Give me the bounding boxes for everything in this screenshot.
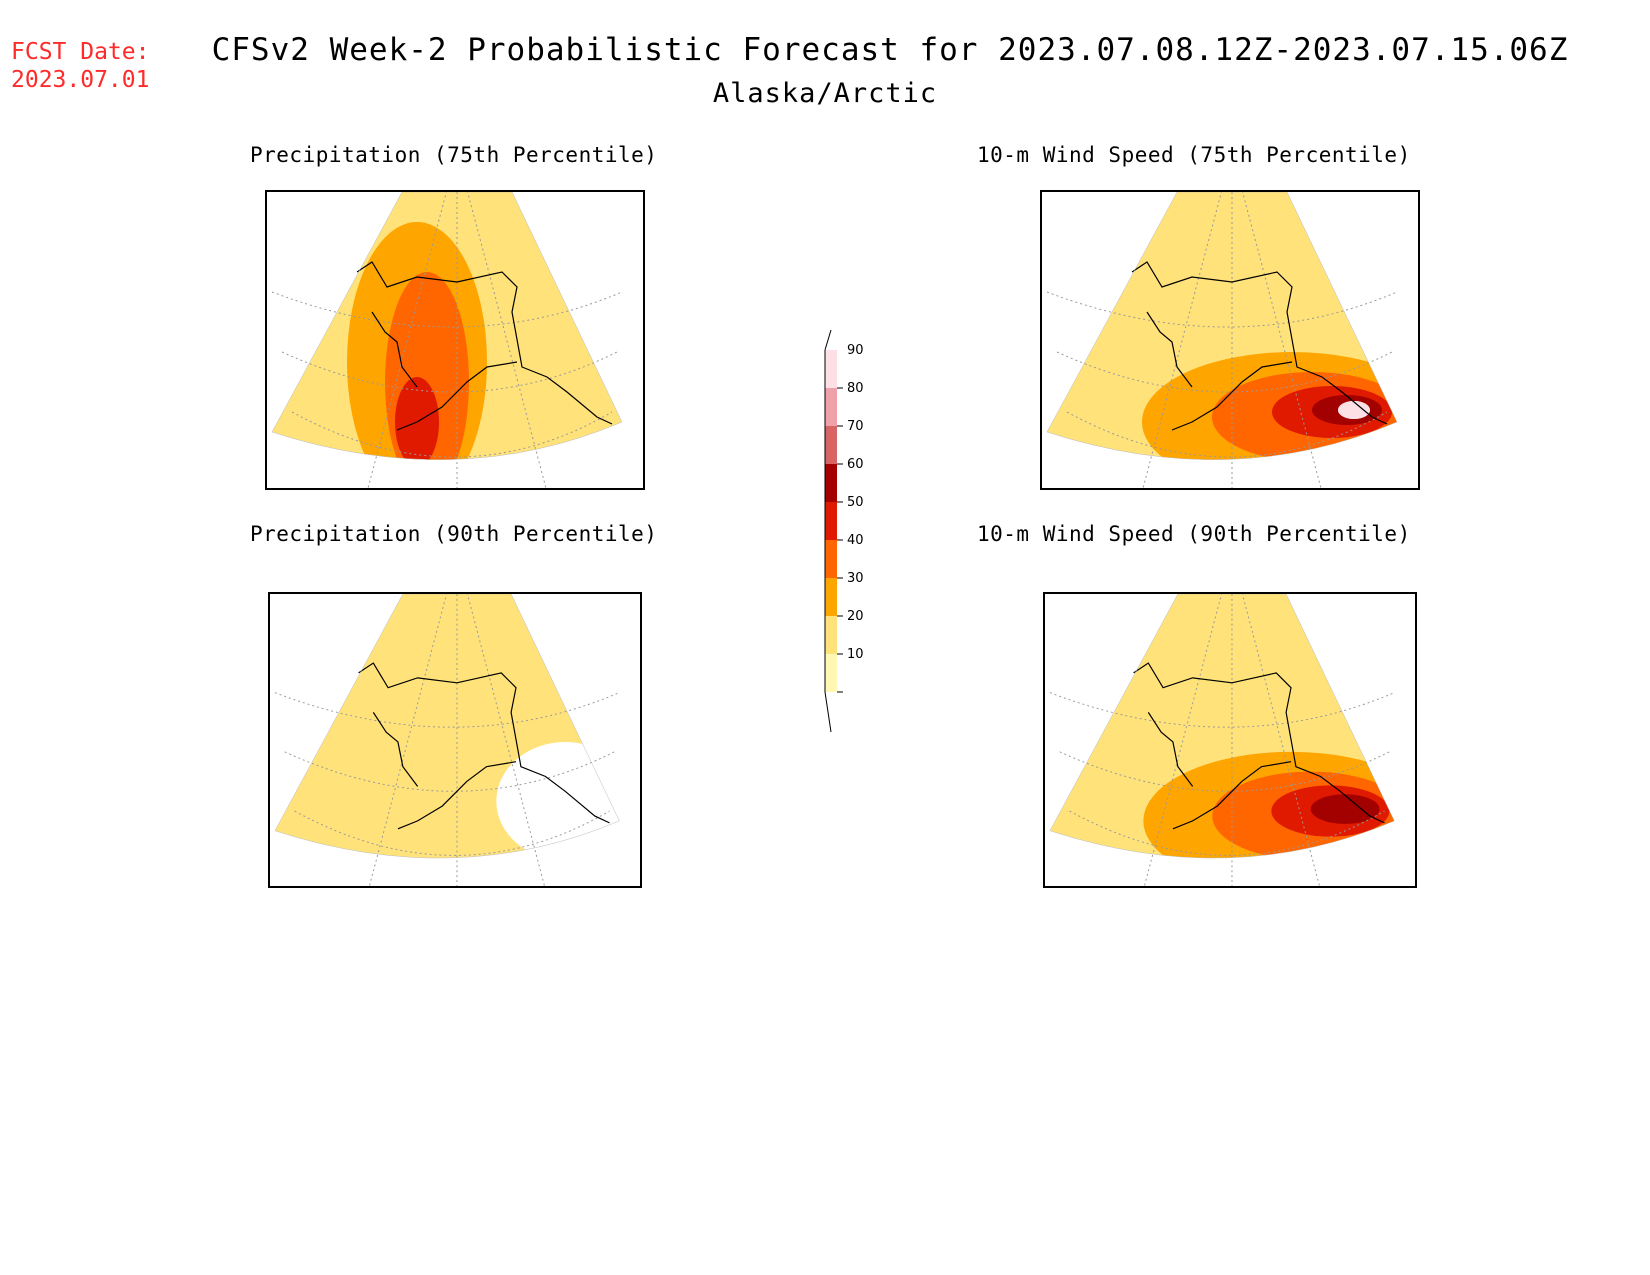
colorbar-label-70: 70 (847, 419, 864, 434)
graticule (1046, 192, 1398, 488)
colorbar: 90 80 70 60 50 40 30 20 10 (815, 329, 875, 754)
graticule-lon-line (1241, 594, 1320, 886)
domain-outline (274, 594, 620, 859)
graticule-lon-line (466, 594, 545, 886)
graticule-lat-line (281, 351, 618, 393)
colorbar-swatch-10 (825, 654, 837, 692)
panel-title-wind-90: 10-m Wind Speed (90th Percentile) (977, 522, 1411, 546)
domain-outline (271, 192, 623, 460)
map-precip-90-canvas (274, 594, 620, 886)
graticule-lat-line (271, 291, 623, 328)
colorbar-top-tip (824, 329, 832, 351)
page-subtitle: Alaska/Arctic (712, 78, 938, 109)
graticule-lon-line (1143, 594, 1223, 886)
panel-title-precip-90: Precipitation (90th Percentile) (250, 522, 658, 546)
field-level-90 (1338, 401, 1370, 419)
map-wind-90 (1043, 592, 1417, 888)
graticule-lat-line (1066, 411, 1388, 458)
coastline (358, 662, 610, 830)
graticule-lat-line (284, 751, 615, 792)
map-wind-75 (1040, 190, 1420, 490)
map-precip-90 (268, 592, 642, 888)
graticule-lat-line (1049, 692, 1395, 728)
map-wind-90-canvas (1049, 594, 1395, 886)
colorbar-label-20: 20 (847, 609, 864, 624)
graticule-lon-line (467, 192, 547, 488)
colorbar-label-50: 50 (847, 495, 864, 510)
colorbar-outline (824, 350, 832, 733)
colorbar-swatch-20 (825, 616, 837, 654)
graticule-lat-line (1056, 351, 1393, 393)
panel-title-precip-75: Precipitation (75th Percentile) (250, 143, 658, 167)
domain-outline (1046, 192, 1398, 460)
shaded-field (272, 192, 622, 460)
field-below-10 (496, 741, 620, 859)
domain-outline (1049, 594, 1395, 859)
graticule-lat-line (294, 810, 610, 856)
graticule-lon-line (1142, 192, 1222, 488)
page-title: CFSv2 Week-2 Probabilistic Forecast for … (211, 32, 1569, 68)
graticule-lat-line (1046, 291, 1398, 328)
shaded-field (1047, 192, 1397, 460)
forecast-date-value: 2023.07.01 (11, 67, 150, 93)
graticule-lat-line (1069, 810, 1385, 856)
graticule-lat-line (274, 692, 620, 728)
field-level-60 (1310, 794, 1380, 824)
colorbar-label-90: 90 (847, 343, 864, 358)
coastline (1133, 662, 1385, 830)
graticule-lat-line (291, 411, 613, 458)
colorbar-swatch-70 (825, 426, 837, 464)
colorbar-svg: 90 80 70 60 50 40 30 20 10 (824, 329, 864, 733)
colorbar-label-80: 80 (847, 381, 864, 396)
colorbar-swatch-90 (825, 350, 837, 388)
colorbar-label-10: 10 (847, 647, 864, 662)
map-precip-75 (265, 190, 645, 490)
colorbar-swatch-40 (825, 540, 837, 578)
coastline (356, 261, 613, 431)
panel-title-wind-75: 10-m Wind Speed (75th Percentile) (977, 143, 1411, 167)
graticule-lat-line (1059, 751, 1390, 792)
colorbar-swatch-50 (825, 502, 837, 540)
colorbar-swatch-30 (825, 578, 837, 616)
graticule (271, 192, 623, 488)
map-wind-75-canvas (1046, 192, 1398, 488)
coastline (1131, 261, 1388, 431)
graticule-lon-line (367, 192, 447, 488)
forecast-date-label: FCST Date: (11, 39, 150, 65)
colorbar-swatch-60 (825, 464, 837, 502)
colorbar-label-30: 30 (847, 571, 864, 586)
colorbar-swatch-80 (825, 388, 837, 426)
graticule-lon-line (1242, 192, 1322, 488)
graticule-lon-line (368, 594, 448, 886)
colorbar-label-60: 60 (847, 457, 864, 472)
map-precip-75-canvas (271, 192, 623, 488)
colorbar-label-40: 40 (847, 533, 864, 548)
forecast-date-block: FCST Date: 2023.07.01 (11, 38, 149, 94)
